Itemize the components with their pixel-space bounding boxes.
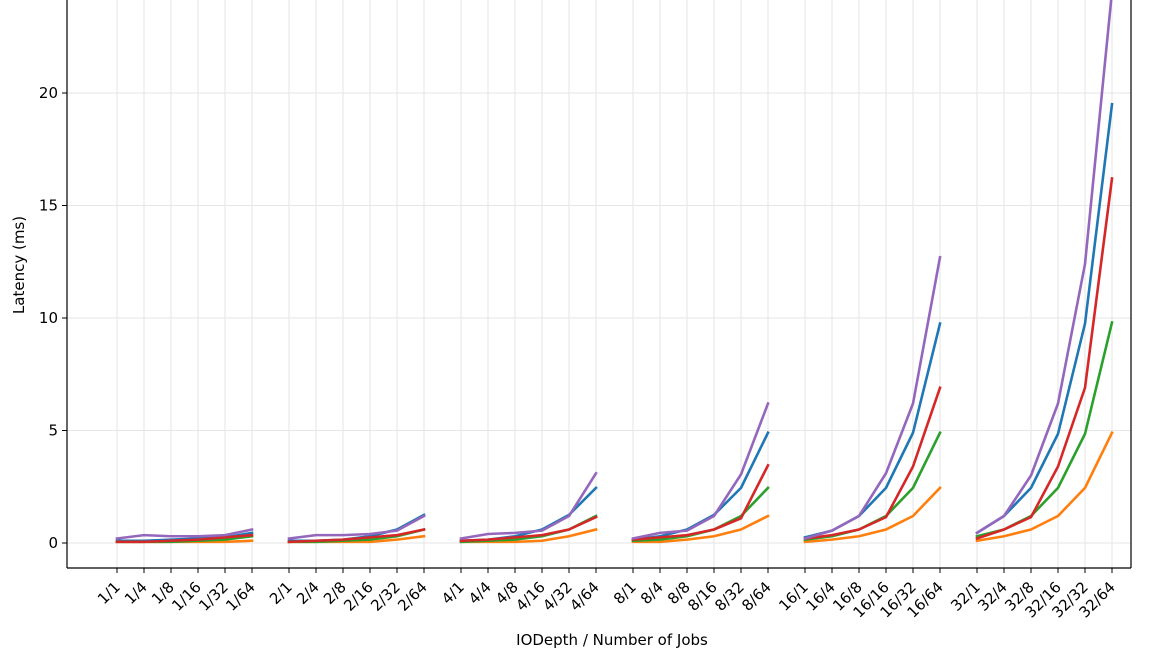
series-5-group-4-line	[631, 401, 770, 541]
y-axis-ticks: 0 5 10 15 20	[39, 84, 67, 552]
series-4-group-1-line	[115, 533, 254, 544]
x-tick-label: 2/64	[394, 578, 431, 615]
x-axis-label: IODepth / Number of Jobs	[516, 631, 708, 649]
series-5-group-2-line	[287, 514, 426, 540]
x-tick-label: 16/1	[775, 578, 812, 615]
series-4-group-2-line	[287, 527, 426, 544]
plot-background	[67, 0, 1131, 568]
x-axis-ticks: 1/11/41/81/161/321/64 2/12/42/82/162/322/…	[94, 568, 1119, 621]
x-tick-label: 8/1	[610, 578, 640, 608]
series-5-group-3-line	[459, 471, 598, 540]
x-tick-label: 4/1	[438, 578, 468, 608]
y-tick-label: 20	[39, 84, 58, 102]
x-tick-label: 2/4	[293, 578, 323, 608]
x-tick-label: 2/1	[266, 578, 296, 608]
x-tick-label: 1/64	[222, 578, 259, 615]
x-tick-label: 4/32	[539, 578, 576, 615]
y-tick-label: 15	[39, 197, 58, 215]
series-4-group-4-line	[631, 463, 770, 542]
series-2-group-4-line	[631, 514, 770, 544]
series-lines	[115, 0, 1114, 544]
series-4-group-6-line	[975, 177, 1114, 541]
x-tick-label: 8/4	[637, 578, 667, 608]
x-tick-label: 1/32	[195, 578, 232, 615]
series-5-group-5-line	[803, 255, 942, 541]
y-tick-label: 0	[48, 534, 58, 552]
y-tick-label: 10	[39, 309, 58, 327]
y-axis-label: Latency (ms)	[10, 216, 28, 314]
x-tick-label: 2/32	[367, 578, 404, 615]
x-tick-label: 8/64	[738, 578, 775, 615]
series-4-group-3-line	[459, 515, 598, 543]
series-5-group-1-line	[115, 527, 254, 540]
x-tick-label: 8/16	[684, 578, 721, 615]
x-tick-label: 2/16	[340, 578, 377, 615]
series-4-group-5-line	[803, 386, 942, 540]
x-tick-label: 4/4	[465, 578, 495, 608]
y-tick-label: 5	[48, 422, 58, 440]
series-2-group-6-line	[975, 431, 1114, 543]
x-tick-label: 16/4	[802, 578, 839, 615]
x-tick-label: 1/4	[121, 578, 151, 608]
x-tick-label: 32/1	[947, 578, 984, 615]
x-tick-label: 1/1	[94, 578, 124, 608]
series-5-group-6-line	[975, 0, 1113, 535]
x-tick-label: 4/16	[512, 578, 549, 615]
x-tick-label: 1/16	[168, 578, 205, 615]
x-tick-label: 8/32	[711, 578, 748, 615]
series-2-group-5-line	[803, 486, 942, 544]
x-tick-label: 4/64	[566, 578, 603, 615]
x-tick-label: 32/4	[974, 578, 1011, 615]
axes	[66, 0, 1132, 569]
